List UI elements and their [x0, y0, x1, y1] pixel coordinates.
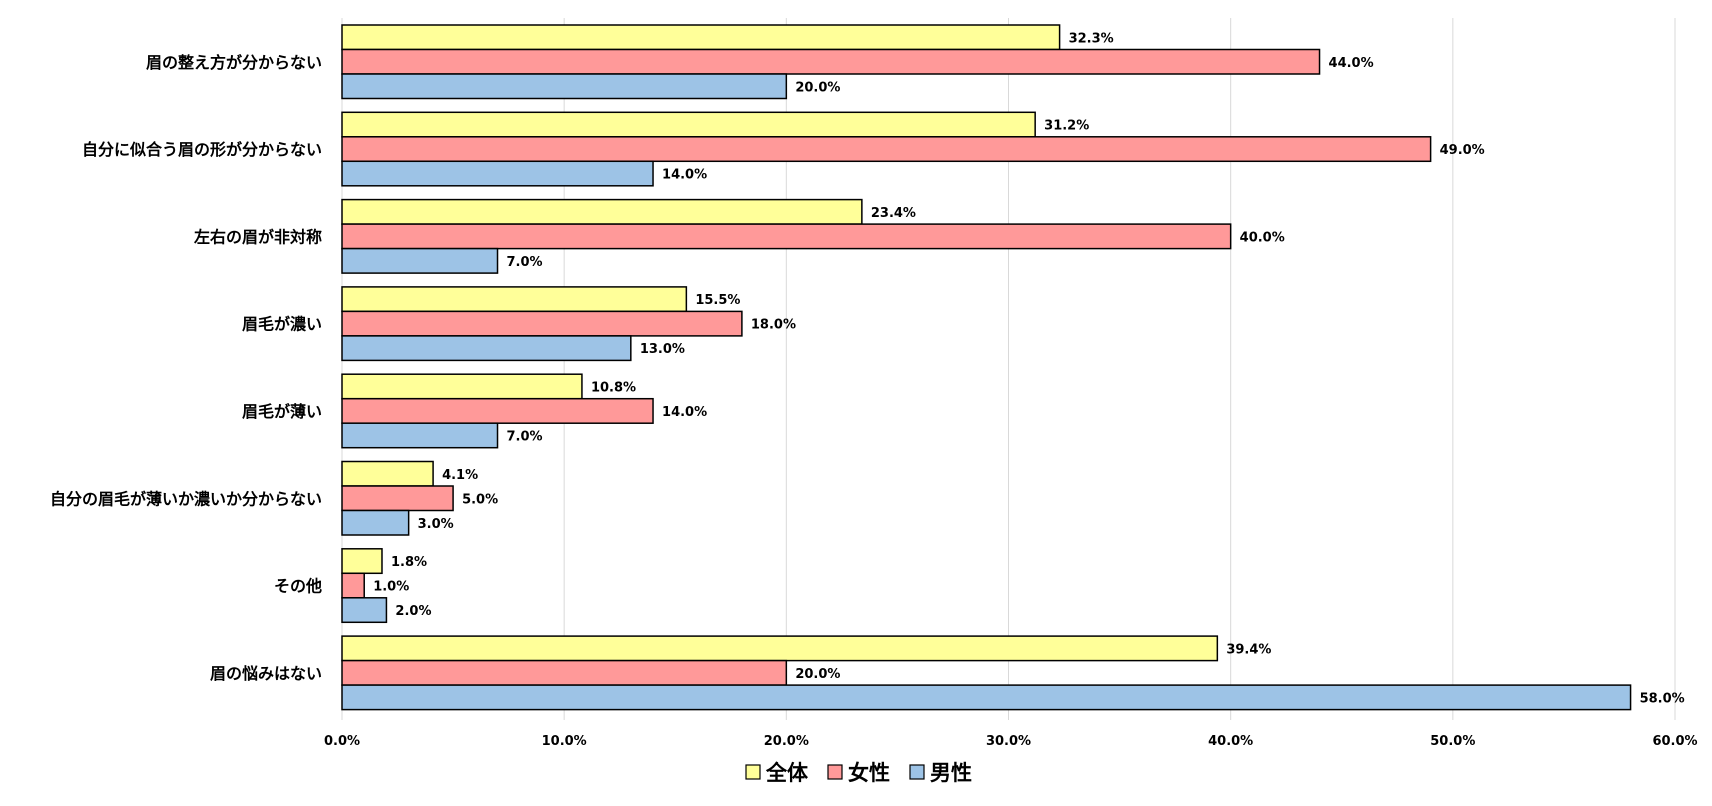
data-label: 14.0%: [662, 405, 707, 420]
category-label: 左右の眉が非対称: [193, 227, 322, 246]
bar-female: [341, 659, 788, 686]
data-label: 44.0%: [1329, 56, 1374, 71]
x-tick-label: 60.0%: [1652, 734, 1697, 749]
bar-male: [341, 335, 632, 362]
bar-all: [341, 198, 863, 225]
data-label: 13.0%: [640, 342, 685, 357]
legend-label: 全体: [765, 761, 809, 785]
data-label: 58.0%: [1640, 691, 1685, 706]
data-label: 40.0%: [1240, 230, 1285, 245]
category-label: 眉の整え方が分からない: [146, 53, 322, 72]
data-label: 5.0%: [462, 492, 498, 507]
legend-swatch: [909, 764, 925, 780]
x-tick-label: 0.0%: [324, 734, 360, 749]
data-label: 32.3%: [1069, 31, 1114, 46]
bar-male: [341, 597, 388, 624]
category-label: 眉毛が薄い: [242, 402, 322, 421]
x-tick-label: 50.0%: [1430, 734, 1475, 749]
data-label: 20.0%: [795, 667, 840, 682]
bar-female: [341, 223, 1232, 250]
legend-label: 男性: [930, 761, 972, 785]
bar-female: [341, 485, 454, 512]
bar-female: [341, 572, 365, 599]
bar-female: [341, 48, 1321, 75]
bar-male: [341, 247, 499, 274]
data-label: 49.0%: [1440, 143, 1485, 158]
x-tick-label: 10.0%: [542, 734, 587, 749]
category-label: 自分に似合う眉の形が分からない: [82, 140, 322, 159]
category-label: 眉の悩みはない: [210, 664, 322, 683]
category-label: 自分の眉毛が薄いか濃いか分からない: [50, 489, 322, 508]
data-label: 14.0%: [662, 168, 707, 183]
bar-female: [341, 310, 743, 337]
category-label: その他: [274, 577, 322, 596]
bar-all: [341, 111, 1036, 138]
bar-male: [341, 684, 1632, 711]
data-label: 31.2%: [1044, 119, 1089, 134]
bar-male: [341, 73, 788, 100]
x-tick-label: 20.0%: [764, 734, 809, 749]
labels: 0.0% 10.0% 20.0% 30.0% 40.0% 50.0% 60.0% 眉の整え方が…: [50, 31, 1698, 749]
data-label: 10.8%: [591, 380, 636, 395]
bar-female: [341, 136, 1432, 163]
legend-swatch: [745, 764, 761, 780]
legend: 全体 女性 男性: [745, 761, 972, 785]
legend-label: 女性: [848, 761, 890, 785]
bar-all: [341, 373, 583, 400]
bar-male: [341, 509, 410, 536]
data-label: 39.4%: [1226, 642, 1271, 657]
data-label: 7.0%: [507, 255, 543, 270]
data-label: 20.0%: [795, 80, 840, 95]
data-label: 4.1%: [442, 468, 478, 483]
bar-male: [341, 160, 654, 187]
data-label: 1.0%: [373, 580, 409, 595]
bar-all: [341, 24, 1061, 51]
x-tick-label: 40.0%: [1208, 734, 1253, 749]
bar-male: [341, 422, 499, 449]
data-label: 23.4%: [871, 206, 916, 221]
legend-swatch: [827, 764, 843, 780]
bar-female: [341, 397, 654, 424]
bars: [341, 24, 1632, 711]
data-label: 1.8%: [391, 555, 427, 570]
data-label: 7.0%: [507, 429, 543, 444]
bar-all: [341, 635, 1219, 662]
data-label: 15.5%: [695, 293, 740, 308]
data-label: 2.0%: [395, 604, 431, 619]
bar-all: [341, 286, 688, 313]
bar-all: [341, 548, 383, 575]
data-label: 18.0%: [751, 318, 796, 333]
bar-all: [341, 460, 434, 487]
data-label: 3.0%: [418, 517, 454, 532]
x-tick-label: 30.0%: [986, 734, 1031, 749]
category-label: 眉毛が濃い: [242, 315, 322, 334]
